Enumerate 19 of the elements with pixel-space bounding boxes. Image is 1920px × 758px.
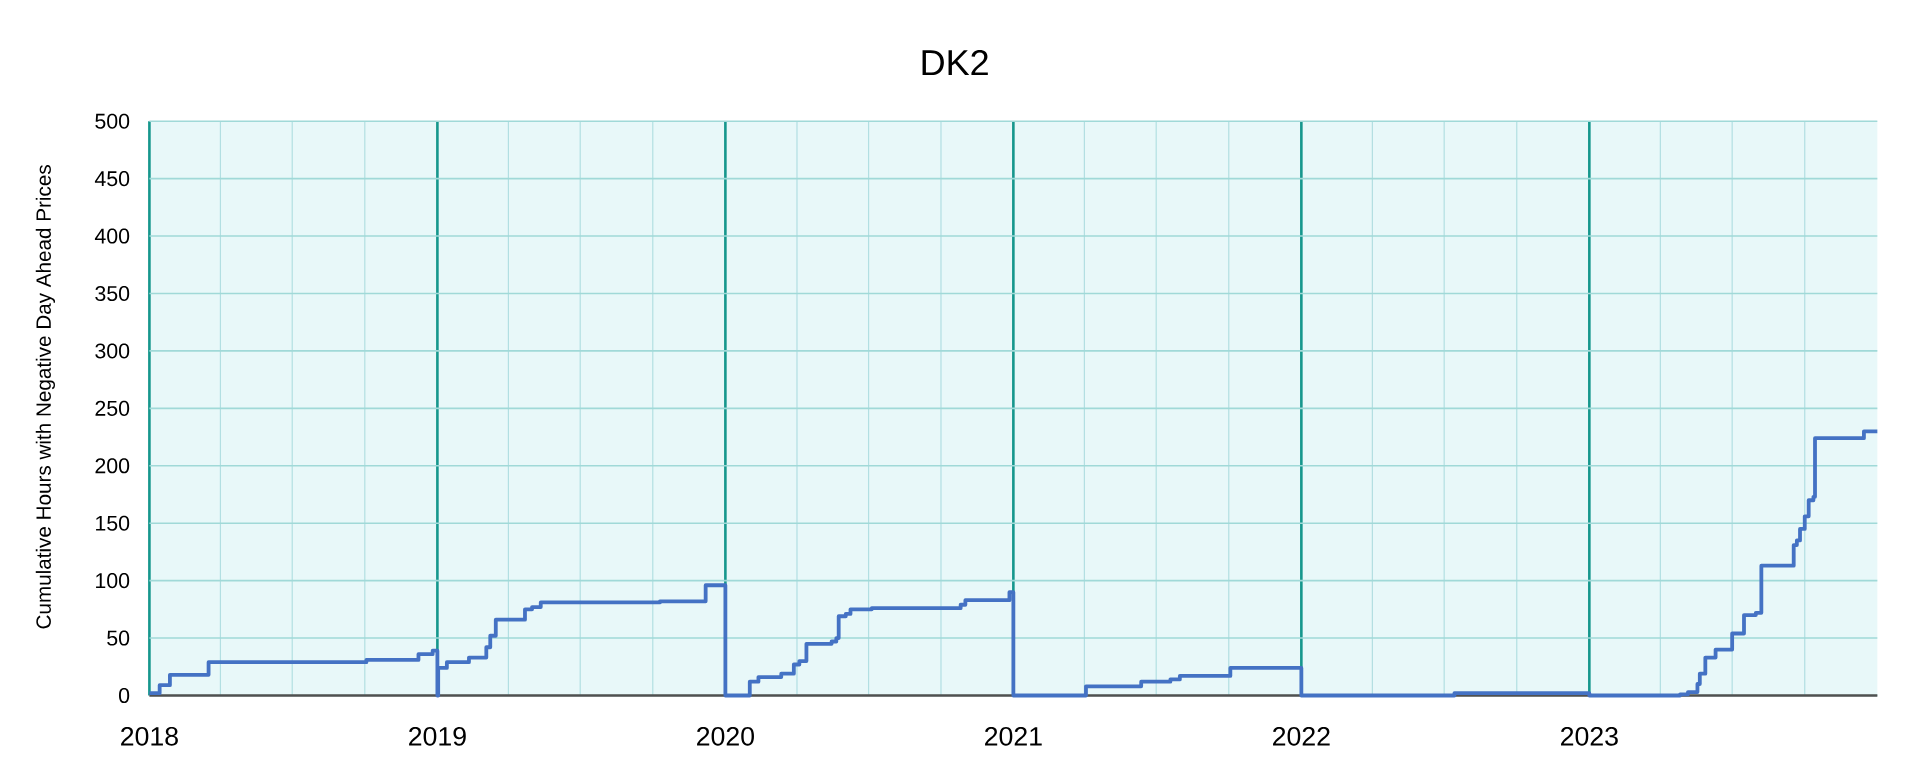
x-tick-label: 2023: [1561, 726, 1618, 746]
x-tick-label: 2022: [1273, 726, 1330, 746]
y-tick-label: 150: [96, 515, 130, 531]
y-tick-label: 350: [95, 285, 130, 302]
x-tick-label: 2021: [985, 726, 1042, 746]
y-tick-label: 500: [95, 113, 130, 129]
x-tick-label: 2019: [409, 726, 466, 746]
y-tick-label: 250: [95, 400, 130, 416]
chart-title: DK2: [922, 49, 988, 76]
y-tick-label: 200: [95, 458, 130, 474]
y-tick-label: 0: [119, 687, 130, 704]
y-tick-label: 300: [95, 343, 130, 359]
y-tick-label: 450: [94, 171, 130, 187]
y-tick-label: 400: [94, 228, 130, 244]
y-tick-label: 100: [96, 573, 130, 589]
x-tick-label: 2018: [121, 726, 178, 746]
y-tick-label: 50: [107, 630, 130, 646]
x-tick-label: 2020: [697, 726, 754, 746]
y-axis-title: Cumulative Hours with Negative Day Ahead Prices: [35, 165, 56, 629]
